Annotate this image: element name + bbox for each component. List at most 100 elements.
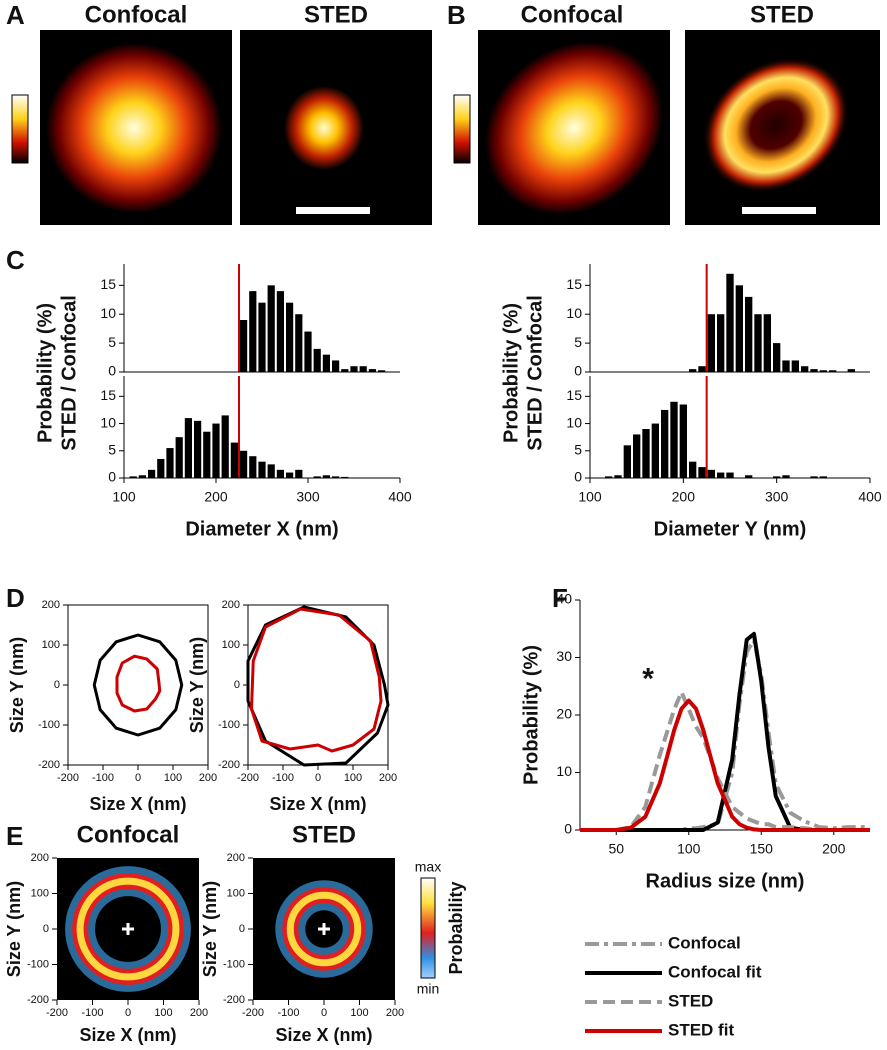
x-tick-label: 300 (296, 489, 320, 505)
y-tick-label: 200 (227, 852, 245, 864)
colorbar (420, 877, 436, 979)
x-tick-label: 200 (204, 489, 228, 505)
x-tick-label: 200 (199, 772, 217, 784)
x-tick-label: 400 (388, 489, 412, 505)
bar (726, 273, 734, 372)
image-title: STED (304, 1, 368, 28)
bar (203, 431, 211, 478)
y-tick-label: 10 (566, 414, 582, 430)
bar (166, 448, 174, 478)
bar (819, 370, 827, 372)
y-tick-label: 200 (42, 599, 60, 611)
x-tick-label: 0 (321, 1007, 327, 1019)
center-cross (318, 923, 330, 935)
panel-label: A (6, 0, 25, 30)
legend-label: Confocal (668, 933, 741, 952)
contour-line (92, 633, 184, 737)
y-tick-label: -200 (223, 994, 245, 1006)
colorbar-label: min (417, 981, 440, 997)
y-tick-label: 0 (234, 679, 240, 691)
x-tick-label: -200 (46, 1007, 68, 1019)
bar (184, 418, 192, 478)
bar (801, 366, 809, 372)
y-axis-label: STED / Confocal (58, 295, 80, 451)
bar (642, 429, 650, 478)
bar (212, 423, 220, 478)
y-tick-label: 100 (222, 639, 240, 651)
bar (689, 369, 697, 372)
bar (717, 472, 725, 478)
bar (633, 434, 641, 478)
panel-label: D (6, 583, 25, 613)
x-axis-label: Diameter Y (nm) (654, 518, 807, 540)
bar (614, 475, 622, 478)
bar (359, 366, 367, 372)
bar (679, 404, 687, 478)
x-tick-label: -100 (277, 1007, 299, 1019)
bar (221, 415, 229, 478)
bar (341, 476, 349, 478)
bar (175, 437, 183, 478)
y-tick-label: 10 (100, 414, 116, 430)
psf-spot (284, 86, 364, 170)
y-tick-label: 0 (108, 363, 116, 379)
x-tick-label: 0 (135, 772, 141, 784)
x-tick-label: 100 (350, 1007, 368, 1019)
contour-line (115, 654, 162, 713)
bar (350, 366, 358, 372)
colorbar (453, 94, 471, 164)
bar (782, 360, 790, 372)
colorbar-title: Probability (446, 881, 466, 974)
bar (322, 354, 330, 372)
image-title: Confocal (521, 1, 624, 28)
x-tick-label: 0 (315, 772, 321, 784)
panel-label: C (6, 245, 25, 275)
y-tick-label: 0 (54, 679, 60, 691)
bar (240, 450, 248, 478)
psf-spot (484, 41, 664, 215)
y-tick-label: 200 (222, 599, 240, 611)
panel-label: F (552, 583, 568, 613)
y-tick-label: 10 (100, 305, 116, 321)
y-tick-label: -100 (218, 719, 240, 731)
legend-label: STED (668, 991, 713, 1010)
y-tick-label: 30 (556, 648, 572, 664)
y-tick-label: 0 (43, 923, 49, 935)
y-tick-label: 5 (574, 334, 582, 350)
bar (689, 461, 697, 478)
y-tick-label: 0 (574, 363, 582, 379)
bar (735, 285, 743, 372)
bar (819, 476, 827, 478)
y-tick-label: 40 (556, 591, 572, 607)
bar (745, 296, 753, 372)
y-tick-label: 0 (574, 469, 582, 485)
bar (341, 369, 349, 372)
scale-bar (296, 207, 370, 214)
y-tick-label: 200 (31, 852, 49, 864)
y-tick-label: 0 (108, 469, 116, 485)
bar (332, 476, 340, 478)
bar (157, 458, 165, 478)
x-tick-label: 100 (578, 489, 602, 505)
bar (810, 369, 818, 372)
image-title: STED (750, 1, 814, 28)
bar (810, 476, 818, 478)
bar (661, 409, 669, 478)
bar (194, 420, 202, 478)
y-tick-label: 5 (108, 441, 116, 457)
line-series (580, 690, 870, 832)
bar (368, 369, 376, 372)
bar (847, 369, 855, 372)
y-tick-label: 15 (100, 387, 116, 403)
x-tick-label: 100 (112, 489, 136, 505)
x-tick-label: -200 (242, 1007, 264, 1019)
y-tick-label: -200 (218, 759, 240, 771)
contour-line (246, 605, 390, 767)
y-tick-label: 0 (564, 821, 572, 837)
y-tick-label: 15 (566, 276, 582, 292)
x-tick-label: -200 (237, 772, 259, 784)
bar (763, 314, 771, 372)
y-tick-label: 100 (42, 639, 60, 651)
colorbar (11, 94, 29, 164)
